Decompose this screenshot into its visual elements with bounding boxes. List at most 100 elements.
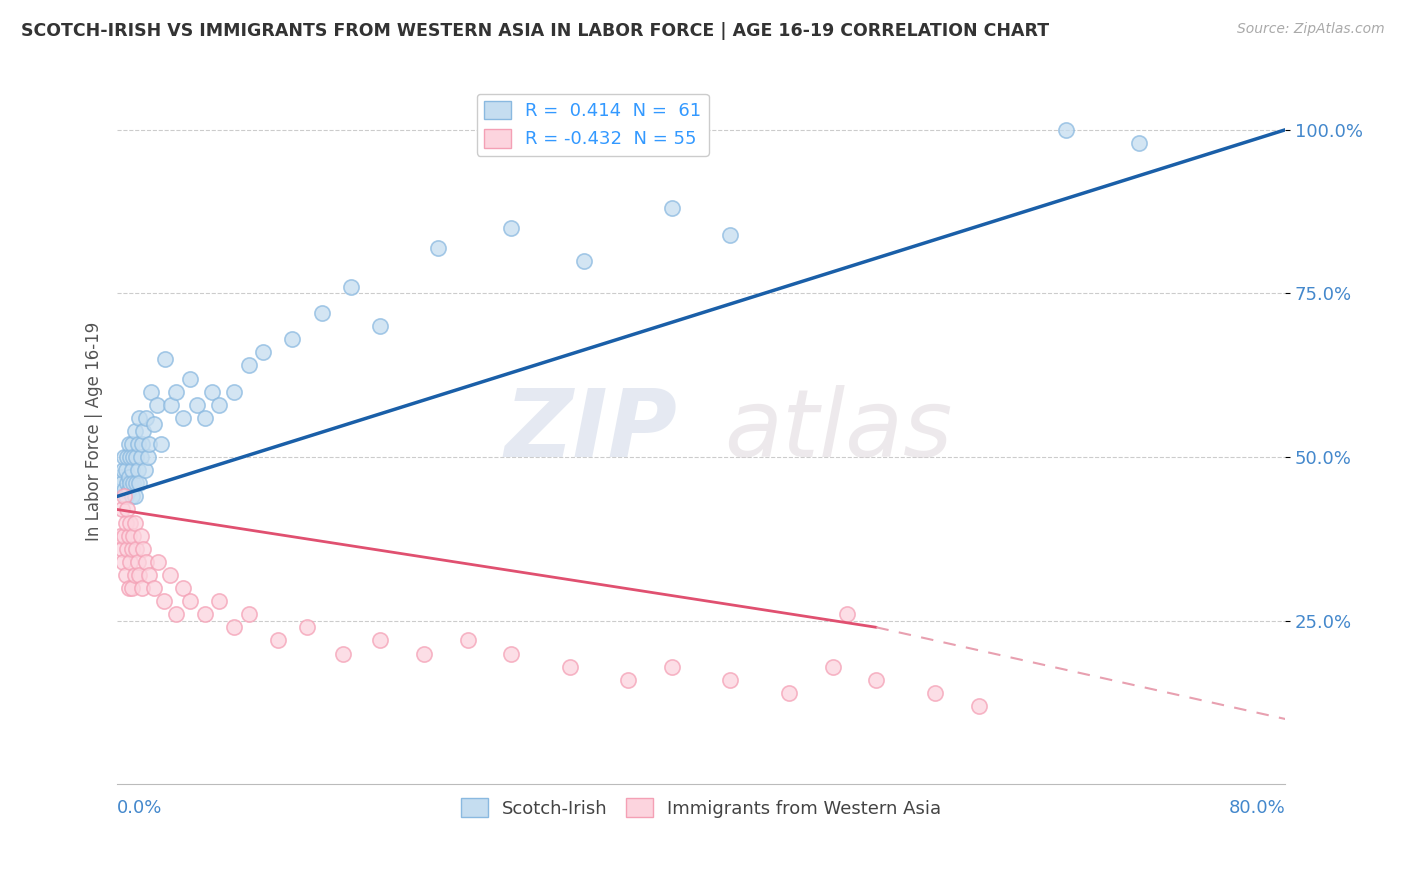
Point bbox=[222, 384, 245, 399]
Point bbox=[208, 594, 231, 608]
Point bbox=[238, 359, 260, 373]
Point bbox=[131, 581, 153, 595]
Point bbox=[108, 469, 131, 483]
Point bbox=[121, 489, 143, 503]
Point bbox=[122, 476, 145, 491]
Point bbox=[159, 568, 181, 582]
Point bbox=[125, 476, 148, 491]
Point bbox=[165, 607, 187, 622]
Point bbox=[122, 450, 145, 464]
Point bbox=[132, 424, 155, 438]
Point bbox=[124, 568, 146, 582]
Point bbox=[121, 437, 143, 451]
Point bbox=[131, 437, 153, 451]
Point bbox=[127, 555, 149, 569]
Point bbox=[617, 673, 640, 687]
Point bbox=[110, 541, 132, 556]
Point bbox=[718, 673, 741, 687]
Point bbox=[821, 659, 844, 673]
Point bbox=[427, 241, 450, 255]
Point bbox=[121, 463, 143, 477]
Text: Source: ZipAtlas.com: Source: ZipAtlas.com bbox=[1237, 22, 1385, 37]
Point bbox=[865, 673, 887, 687]
Point bbox=[165, 384, 187, 399]
Point bbox=[194, 607, 217, 622]
Point bbox=[115, 489, 138, 503]
Point bbox=[117, 450, 139, 464]
Point bbox=[368, 319, 391, 334]
Point bbox=[110, 502, 132, 516]
Point bbox=[124, 424, 146, 438]
Point bbox=[118, 469, 141, 483]
Text: atlas: atlas bbox=[724, 385, 953, 476]
Point bbox=[129, 450, 152, 464]
Point bbox=[134, 463, 156, 477]
Point bbox=[208, 398, 231, 412]
Point bbox=[114, 489, 136, 503]
Point bbox=[115, 568, 138, 582]
Point bbox=[121, 581, 143, 595]
Point bbox=[252, 345, 274, 359]
Point bbox=[155, 351, 177, 366]
Point bbox=[142, 417, 165, 432]
Point bbox=[186, 398, 208, 412]
Text: 0.0%: 0.0% bbox=[117, 799, 163, 817]
Point bbox=[120, 555, 142, 569]
Point bbox=[117, 476, 139, 491]
Point bbox=[967, 698, 990, 713]
Point bbox=[138, 568, 160, 582]
Point bbox=[142, 581, 165, 595]
Y-axis label: In Labor Force | Age 16-19: In Labor Force | Age 16-19 bbox=[86, 321, 103, 541]
Point bbox=[118, 437, 141, 451]
Point bbox=[172, 581, 194, 595]
Point bbox=[129, 529, 152, 543]
Text: SCOTCH-IRISH VS IMMIGRANTS FROM WESTERN ASIA IN LABOR FORCE | AGE 16-19 CORRELAT: SCOTCH-IRISH VS IMMIGRANTS FROM WESTERN … bbox=[21, 22, 1049, 40]
Point bbox=[122, 529, 145, 543]
Point bbox=[501, 221, 523, 235]
Point bbox=[117, 502, 139, 516]
Point bbox=[194, 410, 217, 425]
Point bbox=[128, 410, 150, 425]
Point bbox=[160, 398, 183, 412]
Point bbox=[124, 516, 146, 530]
Point bbox=[127, 463, 149, 477]
Point bbox=[139, 384, 162, 399]
Legend: Scotch-Irish, Immigrants from Western Asia: Scotch-Irish, Immigrants from Western As… bbox=[454, 791, 949, 825]
Point bbox=[128, 476, 150, 491]
Point bbox=[924, 686, 946, 700]
Point bbox=[238, 607, 260, 622]
Point bbox=[121, 541, 143, 556]
Point bbox=[457, 633, 479, 648]
Point bbox=[115, 516, 138, 530]
Point bbox=[179, 371, 201, 385]
Point bbox=[117, 541, 139, 556]
Point bbox=[1128, 136, 1150, 150]
Point bbox=[153, 594, 176, 608]
Point bbox=[412, 647, 434, 661]
Point bbox=[115, 463, 138, 477]
Point bbox=[339, 280, 361, 294]
Point bbox=[778, 686, 800, 700]
Point bbox=[114, 450, 136, 464]
Point bbox=[120, 450, 142, 464]
Point bbox=[661, 659, 683, 673]
Point bbox=[112, 463, 135, 477]
Point bbox=[172, 410, 194, 425]
Text: 80.0%: 80.0% bbox=[1229, 799, 1285, 817]
Point bbox=[120, 516, 142, 530]
Point bbox=[145, 398, 167, 412]
Point bbox=[146, 555, 169, 569]
Point bbox=[718, 227, 741, 242]
Point bbox=[110, 476, 132, 491]
Point bbox=[368, 633, 391, 648]
Text: ZIP: ZIP bbox=[505, 385, 678, 477]
Point bbox=[120, 476, 142, 491]
Point bbox=[135, 410, 157, 425]
Point bbox=[1054, 123, 1077, 137]
Point bbox=[128, 568, 150, 582]
Point bbox=[201, 384, 224, 399]
Point bbox=[661, 202, 683, 216]
Point bbox=[125, 450, 148, 464]
Point bbox=[127, 437, 149, 451]
Point bbox=[311, 306, 333, 320]
